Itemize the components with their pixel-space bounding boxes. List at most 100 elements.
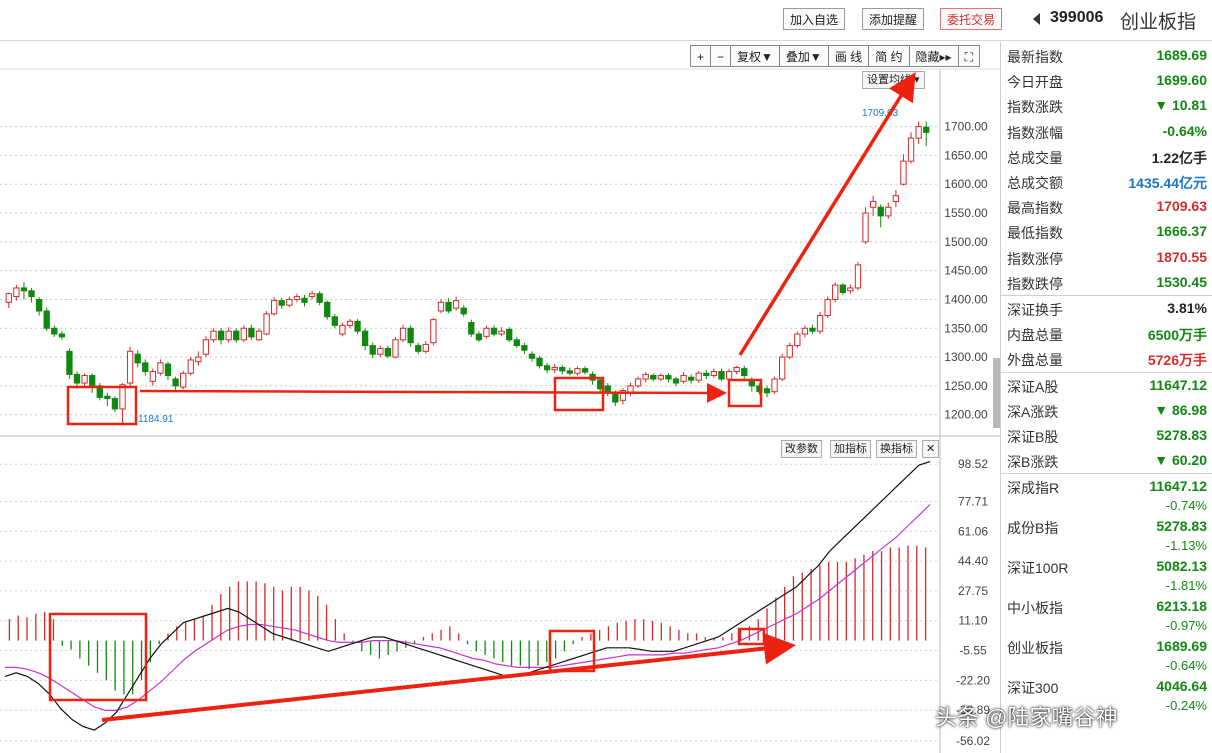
candle-body xyxy=(134,353,141,364)
candle-body xyxy=(210,330,217,341)
chart-scrollbar[interactable] xyxy=(993,358,1000,428)
candle-body xyxy=(180,372,187,388)
highlight-box xyxy=(553,376,605,412)
candle-body xyxy=(642,373,649,380)
trend-arrow xyxy=(139,382,727,403)
candle-body xyxy=(725,370,733,380)
quote-value: 1870.55 xyxy=(1156,248,1207,265)
y-tick-label: 1500.00 xyxy=(944,235,988,249)
quote-value: -0.74% xyxy=(1165,498,1207,514)
candle-body xyxy=(483,327,490,337)
candle-body xyxy=(612,392,619,403)
simple-mode-button[interactable]: 简 约 xyxy=(868,45,910,67)
add-alert-button[interactable]: 添加提醒 xyxy=(862,8,925,30)
candle-body xyxy=(741,368,748,377)
candle-body xyxy=(885,206,892,217)
candle-body xyxy=(566,370,574,374)
index-name: 创业板指 xyxy=(1120,12,1197,33)
quote-label: 深B涨跌 xyxy=(1007,454,1059,471)
add-indicator-button[interactable]: 加指标 xyxy=(830,440,871,458)
y-tick-label: -22.20 xyxy=(956,673,990,687)
candle-body xyxy=(361,330,369,347)
candle-body xyxy=(195,356,202,363)
candle-body xyxy=(58,333,66,338)
candle-body xyxy=(407,327,414,344)
quote-row: 深证B股 5278.83 xyxy=(1007,424,1207,449)
quote-value: 1.22亿手 xyxy=(1151,149,1207,166)
candle-body xyxy=(634,378,642,387)
y-tick-label: 77.71 xyxy=(958,494,988,508)
y-tick-label: 27.75 xyxy=(958,584,988,598)
candle-body xyxy=(172,378,179,387)
candle-body xyxy=(437,301,445,312)
y-tick-label: 44.40 xyxy=(958,554,988,568)
quote-row: 外盘总量 5726万手 xyxy=(1007,347,1207,372)
quote-row: 深A涨跌 ▼ 86.98 xyxy=(1007,399,1207,424)
kline-macd-chart: 1200.00 1250.00 1300.00 1350.00 1400.00 1450.… xyxy=(0,68,1000,753)
candle-body xyxy=(832,284,839,300)
quote-value: -1.81% xyxy=(1165,578,1207,594)
candle-body xyxy=(923,126,930,133)
prev-arrow-icon[interactable] xyxy=(1033,13,1040,25)
quote-label: 指数涨停 xyxy=(1007,250,1063,267)
add-to-watchlist-button[interactable]: 加入自选 xyxy=(783,8,846,30)
quote-label: 总成交额 xyxy=(1007,175,1063,191)
candle-body xyxy=(377,347,384,355)
highlight-box xyxy=(48,612,148,702)
y-tick-label: 1550.00 xyxy=(944,206,988,220)
candle-body xyxy=(271,300,278,315)
draw-line-button[interactable]: 画 线 xyxy=(827,45,870,67)
trend-arrow xyxy=(101,632,796,722)
y-tick-label: -38.89 xyxy=(956,703,990,717)
candle-body xyxy=(468,322,475,335)
candle-body xyxy=(559,366,566,372)
quote-value: -0.64% xyxy=(1162,122,1207,139)
quote-label: 指数涨跌 xyxy=(1007,99,1063,116)
candle-body xyxy=(733,366,740,372)
trade-order-button[interactable]: 委托交易 xyxy=(940,8,1003,30)
quote-label: 深A涨跌 xyxy=(1007,403,1059,420)
quote-row: -0.64% xyxy=(1007,655,1207,680)
quote-value: -0.97% xyxy=(1165,618,1207,634)
adjust-menu[interactable]: 复权▼ xyxy=(730,45,780,67)
divider xyxy=(1001,473,1212,475)
candle-body xyxy=(718,370,725,380)
overlay-menu[interactable]: 叠加▼ xyxy=(778,45,829,67)
quote-row: 创业板指 1689.69 xyxy=(1007,635,1207,660)
low-annotation: 1184.91 xyxy=(138,414,174,425)
quote-row: 今日开盘 1699.60 xyxy=(1007,69,1207,94)
candle-body xyxy=(233,330,240,341)
candle-body xyxy=(157,362,164,374)
candle-body xyxy=(415,345,422,352)
y-tick-label: -56.02 xyxy=(956,734,990,748)
fullscreen-icon[interactable]: ⛶ xyxy=(957,45,980,67)
quote-value: 1689.69 xyxy=(1156,47,1207,63)
edit-params-button[interactable]: 改参数 xyxy=(781,440,822,458)
quote-value: 11647.12 xyxy=(1149,478,1207,495)
candle-body xyxy=(445,301,452,312)
switch-indicator-button[interactable]: 换指标 xyxy=(876,440,917,458)
y-tick-label: 1250.00 xyxy=(944,379,988,393)
quote-row: 指数涨停 1870.55 xyxy=(1007,246,1207,271)
candle-body xyxy=(619,390,627,401)
candle-body xyxy=(900,160,907,185)
candle-body xyxy=(255,330,263,341)
candle-body xyxy=(126,350,134,384)
candle-body xyxy=(142,362,149,372)
candle-body xyxy=(66,350,73,375)
quote-label: 最低指数 xyxy=(1007,225,1063,242)
chart-toolbar: + − 复权▼ 叠加▼ 画 线 简 约 隐藏▸▸ ⛶ xyxy=(690,45,980,67)
candle-body xyxy=(710,370,718,377)
quote-row: 中小板指 6213.18 xyxy=(1007,595,1207,620)
candle-body xyxy=(543,365,551,371)
quote-row: 深证100R 5082.13 xyxy=(1007,555,1207,580)
candle-body xyxy=(581,368,589,373)
close-indicator-icon[interactable]: ✕ xyxy=(922,440,940,458)
quote-value: ▼ 10.81 xyxy=(1154,97,1207,114)
quote-value: 3.81% xyxy=(1167,300,1207,316)
highlight-box xyxy=(66,385,138,426)
hide-button[interactable]: 隐藏▸▸ xyxy=(908,45,959,67)
quote-value: 4046.64 xyxy=(1156,678,1207,695)
candle-body xyxy=(73,373,81,384)
candle-body xyxy=(854,264,862,289)
